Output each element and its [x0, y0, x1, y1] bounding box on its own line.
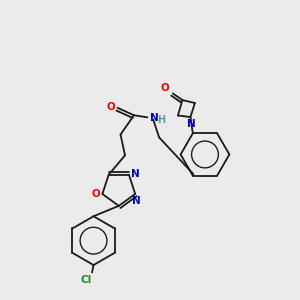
- Text: N: N: [132, 196, 141, 206]
- Text: O: O: [161, 83, 170, 93]
- Text: N: N: [187, 118, 195, 128]
- Text: O: O: [107, 102, 116, 112]
- Text: N: N: [150, 113, 159, 123]
- Text: O: O: [92, 189, 100, 199]
- Text: H: H: [157, 115, 165, 125]
- Text: N: N: [131, 169, 140, 179]
- Text: Cl: Cl: [80, 275, 92, 285]
